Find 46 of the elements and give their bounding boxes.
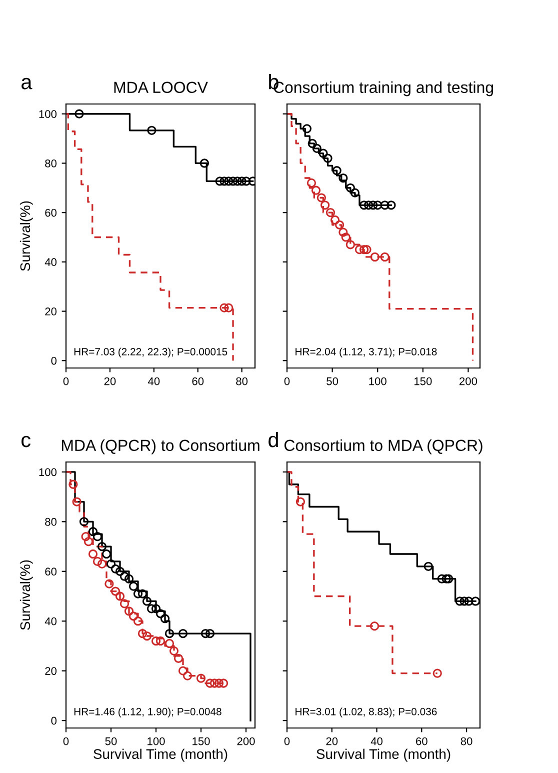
y-tick-label: 60 (45, 208, 57, 217)
annotation: HR=7.03 (2.22, 22.3); P=0.00015 (74, 348, 228, 358)
x-tick-label: 100 (369, 377, 386, 386)
x-tick-label: 20 (326, 737, 338, 746)
text: c (22, 436, 31, 448)
x-tick-label: 80 (236, 377, 248, 386)
y-tick-label: 100 (39, 110, 57, 118)
y-tick-label: 60 (45, 568, 57, 576)
chart-title: MDA LOOCV (114, 82, 208, 94)
annotation: HR=2.04 (1.12, 3.71); P=0.018 (296, 348, 437, 358)
x-tick-label: 20 (104, 377, 116, 386)
x-tick-label: 40 (370, 737, 383, 746)
x-tick-label: 150 (414, 377, 432, 386)
y-tick-label: 20 (45, 667, 57, 675)
x-tick-label: 60 (416, 737, 428, 746)
x-tick-label: 150 (192, 737, 210, 746)
x-tick-label: 0 (63, 377, 69, 386)
x-tick-label: 40 (148, 377, 160, 386)
y-axis-title: Survival(%) (20, 560, 33, 630)
x-tick-label: 100 (148, 737, 165, 746)
y-tick-label: 0 (51, 356, 57, 365)
x-tick-label: 200 (460, 377, 478, 386)
x-tick-label: 50 (326, 377, 338, 386)
y-axis-title: Survival(%) (20, 201, 33, 271)
y-tick-label: 80 (45, 518, 57, 526)
x-tick-label: 80 (460, 737, 472, 746)
y-tick-label: 100 (39, 468, 57, 476)
y-tick-label: 0 (51, 716, 57, 725)
x-axis-title: Survival Time (month) (316, 748, 450, 762)
y-tick-label: 40 (44, 258, 57, 266)
text: d (268, 432, 278, 448)
x-tick-label: 200 (237, 737, 255, 746)
chart-title: Consortium to MDA (QPCR) (284, 439, 482, 454)
x-axis-title: Survival Time (month) (94, 748, 228, 762)
x-tick-label: 0 (284, 377, 290, 386)
y-tick-label: 20 (45, 308, 57, 316)
annotation: HR=3.01 (1.02, 8.83); P=0.036 (296, 708, 437, 718)
chart-title: MDA (QPCR) to Consortium (62, 439, 260, 454)
text: a (22, 78, 32, 90)
x-tick-label: 0 (63, 737, 69, 746)
y-tick-label: 80 (45, 159, 57, 168)
x-tick-label: 60 (192, 377, 204, 386)
x-tick-label: 0 (284, 737, 290, 746)
x-tick-label: 50 (105, 737, 117, 746)
annotation: HR=1.46 (1.12, 1.90); P=0.0048 (74, 708, 222, 718)
y-tick-label: 40 (44, 617, 57, 626)
